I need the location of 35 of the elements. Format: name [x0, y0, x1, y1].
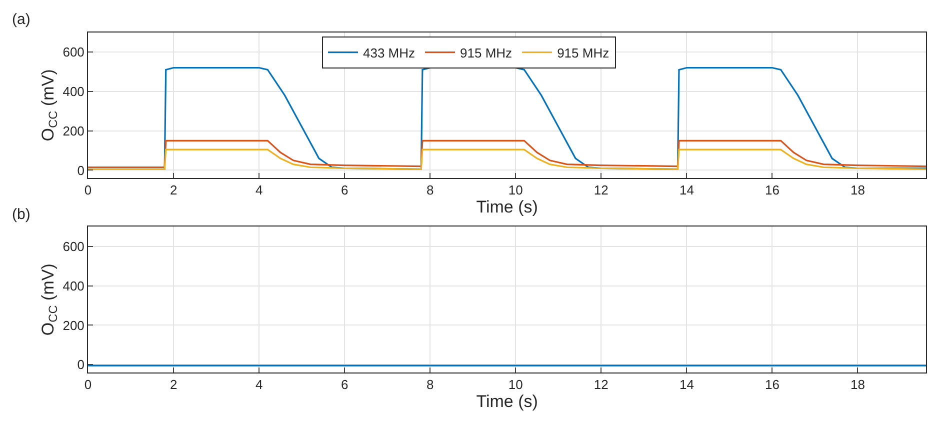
y-tick-label: 600 [62, 44, 84, 60]
text: (a) [12, 11, 30, 28]
x-tick-label: 4 [255, 377, 263, 392]
y-tick-label: 0 [77, 357, 84, 372]
y-tick-label: 400 [62, 84, 84, 99]
x-tick-label: 18 [850, 377, 865, 392]
y-tick-label: 600 [62, 238, 84, 254]
x-axis-title: Time (s) [476, 198, 538, 217]
x-tick-label: 10 [508, 377, 523, 392]
y-tick-label: 400 [62, 278, 84, 294]
legend-label: 915 MHz [460, 45, 512, 60]
y-tick-label: 0 [77, 162, 84, 178]
legend-label: 915 MHz [557, 45, 610, 60]
x-tick-label: 2 [170, 182, 178, 198]
x-tick-label: 18 [850, 182, 865, 198]
x-tick-label: 4 [255, 182, 263, 198]
y-tick-label: 200 [62, 123, 84, 138]
y-tick-label: 200 [62, 318, 84, 333]
text: (b) [12, 206, 30, 223]
x-tick-label: 2 [170, 377, 178, 392]
x-tick-label: 8 [426, 182, 434, 198]
legend-label: 433 MHz [363, 45, 416, 60]
x-tick-label: 8 [426, 377, 434, 392]
line-series [88, 140, 926, 168]
x-axis-title: Time (s) [476, 392, 538, 412]
x-tick-label: 16 [764, 182, 780, 198]
x-tick-label: 10 [508, 182, 523, 198]
x-tick-label: 6 [340, 182, 348, 198]
x-tick-label: 12 [594, 377, 608, 392]
x-tick-label: 14 [679, 377, 694, 392]
x-tick-label: 16 [764, 377, 780, 392]
x-tick-label: 12 [594, 182, 608, 198]
x-tick-label: 14 [679, 182, 694, 198]
x-tick-label: 6 [340, 377, 348, 392]
line-series [88, 148, 926, 170]
